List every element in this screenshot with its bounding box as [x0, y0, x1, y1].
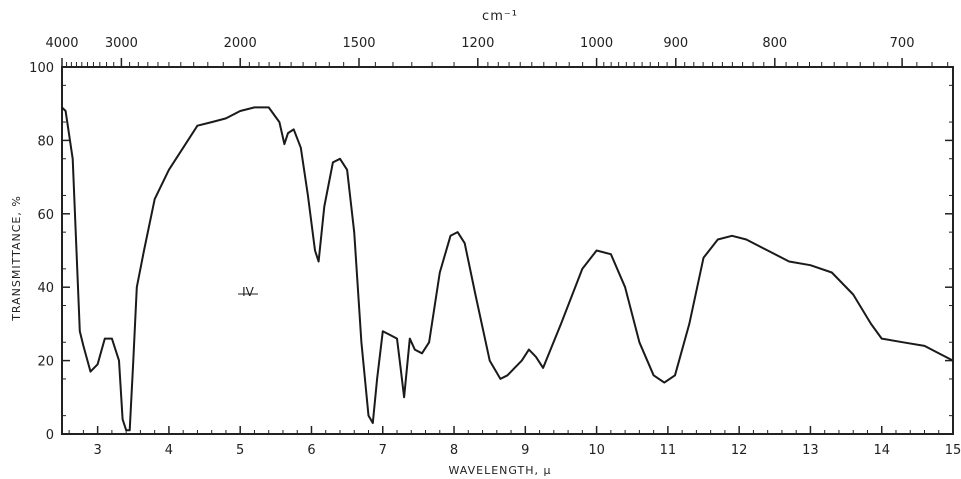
x-tick-label: 12 — [731, 443, 748, 458]
x2-tick-label: 1500 — [342, 36, 375, 51]
x-tick-label: 9 — [521, 443, 529, 458]
y-axis-title: TRANSMITTANCE, % — [10, 195, 23, 322]
x2-tick-label: 700 — [890, 36, 915, 51]
y-tick-label: 100 — [29, 61, 54, 76]
x-tick-label: 13 — [802, 443, 819, 458]
x-tick-label: 4 — [165, 443, 173, 458]
x-tick-label: 11 — [660, 443, 677, 458]
compound-label: IV — [242, 285, 255, 299]
y-tick-label: 0 — [46, 428, 54, 443]
x-tick-label: 3 — [93, 443, 101, 458]
x-tick-label: 10 — [588, 443, 605, 458]
spectrum-series-line — [61, 106, 954, 432]
x2-tick-label: 1200 — [461, 36, 494, 51]
y-tick-label: 40 — [37, 281, 54, 296]
top-axis-title: cm⁻¹ — [482, 9, 518, 24]
x-axis-title: WAVELENGTH, μ — [449, 464, 552, 477]
x2-tick-label: 800 — [762, 36, 787, 51]
y-axis: 0 20 40 60 80 100 — [29, 61, 953, 443]
y-tick-label: 20 — [37, 355, 54, 370]
x-tick-label: 14 — [873, 443, 890, 458]
x2-tick-label: 2000 — [224, 36, 257, 51]
plot-frame — [61, 66, 954, 435]
top-wavenumber-axis: 4000 3000 2000 1500 1200 1000 900 800 700 — [45, 36, 949, 67]
x-tick-label: 5 — [236, 443, 244, 458]
x-tick-label: 6 — [307, 443, 315, 458]
x-axis: 3 4 5 6 7 8 9 10 11 12 13 14 15 — [68, 426, 961, 458]
x-tick-label: 15 — [945, 443, 961, 458]
x2-tick-label: 1000 — [580, 36, 613, 51]
x2-tick-label: 900 — [663, 36, 688, 51]
x-tick-label: 8 — [450, 443, 458, 458]
y-tick-label: 80 — [37, 134, 54, 149]
x-tick-label: 7 — [379, 443, 387, 458]
y-tick-label: 60 — [37, 208, 54, 223]
x2-tick-label: 3000 — [105, 36, 138, 51]
x2-tick-label: 4000 — [45, 36, 78, 51]
